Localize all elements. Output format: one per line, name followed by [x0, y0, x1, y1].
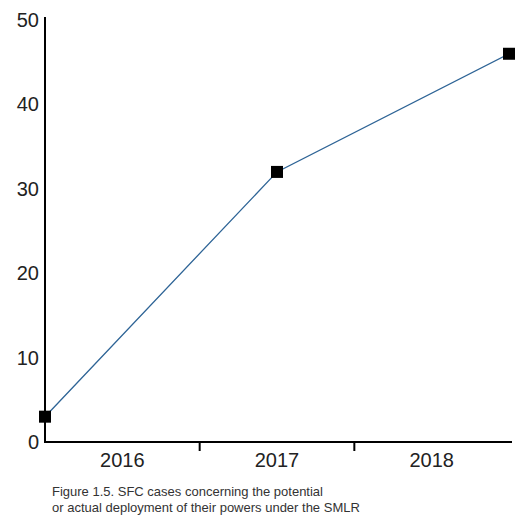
x-tick-label: 2018	[409, 449, 454, 471]
y-tick-label: 50	[17, 9, 39, 31]
y-tick-label: 0	[28, 431, 39, 453]
y-tick-label: 10	[17, 347, 39, 369]
y-axis	[44, 17, 46, 442]
data-point	[39, 411, 51, 423]
markers	[39, 48, 515, 423]
x-tick-label: 2017	[255, 449, 300, 471]
y-tick-label: 20	[17, 262, 39, 284]
data-line	[45, 54, 509, 417]
data-point	[503, 48, 515, 60]
y-tick-label: 40	[17, 93, 39, 115]
x-category-divider	[353, 442, 355, 451]
y-tick-label: 30	[17, 178, 39, 200]
x-category-divider	[199, 442, 201, 451]
chart: 0 10 20 30 40 50 2016 2017 2018 Figure 1.5. SFC c…	[0, 0, 516, 516]
plot-area	[45, 54, 509, 417]
x-tick-label: 2016	[100, 449, 145, 471]
title: Figure 1.5. SFC cases concerning the pot…	[52, 484, 360, 515]
data-point	[271, 166, 283, 178]
x-axis	[44, 441, 512, 443]
